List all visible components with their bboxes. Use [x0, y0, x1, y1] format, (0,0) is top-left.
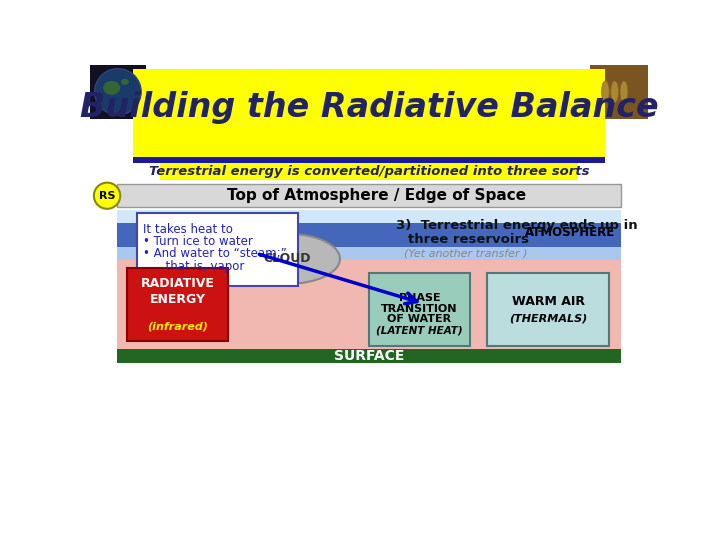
Bar	[132, 157, 606, 164]
Text: TRANSITION: TRANSITION	[381, 303, 458, 314]
Bar	[160, 164, 578, 180]
Ellipse shape	[103, 81, 120, 95]
Text: ATMOSPHERE: ATMOSPHERE	[525, 226, 616, 239]
Text: RS: RS	[99, 191, 115, 201]
Text: (Yet another transfer ): (Yet another transfer )	[404, 248, 527, 258]
Ellipse shape	[611, 81, 618, 103]
FancyBboxPatch shape	[137, 213, 299, 286]
Text: three reservoirs: three reservoirs	[408, 233, 528, 246]
Bar	[132, 69, 606, 157]
Bar	[487, 273, 609, 346]
Text: Terrestrial energy is converted/partitioned into three sorts: Terrestrial energy is converted/partitio…	[149, 165, 589, 178]
Text: PHASE: PHASE	[399, 293, 440, 303]
Bar	[117, 349, 621, 363]
Text: (infrared): (infrared)	[147, 322, 208, 332]
Text: • Turn ice to water: • Turn ice to water	[143, 235, 253, 248]
Ellipse shape	[235, 234, 340, 284]
Text: It takes heat to: It takes heat to	[143, 222, 233, 235]
Text: RADIATIVE
ENERGY: RADIATIVE ENERGY	[140, 278, 215, 307]
Bar	[90, 65, 145, 119]
Text: CLOUD: CLOUD	[264, 252, 311, 265]
Text: 3)  Terrestrial energy ends up in: 3) Terrestrial energy ends up in	[396, 219, 638, 232]
Ellipse shape	[601, 81, 609, 103]
Bar	[117, 247, 621, 260]
Ellipse shape	[620, 81, 628, 103]
Text: OF WATER: OF WATER	[387, 314, 451, 325]
Text: (LATENT HEAT): (LATENT HEAT)	[376, 325, 463, 335]
Bar	[590, 65, 648, 119]
Text: • And water to “steam;”: • And water to “steam;”	[143, 247, 287, 260]
Text: SURFACE: SURFACE	[334, 349, 404, 363]
Bar	[369, 273, 469, 346]
Bar	[127, 268, 228, 341]
Bar	[117, 224, 621, 247]
Bar	[117, 184, 621, 207]
Text: (THERMALS): (THERMALS)	[509, 314, 587, 324]
Ellipse shape	[121, 79, 129, 85]
Circle shape	[94, 183, 120, 209]
Text: Top of Atmosphere / Edge of Space: Top of Atmosphere / Edge of Space	[228, 188, 526, 203]
Circle shape	[94, 69, 141, 115]
Bar	[117, 210, 621, 224]
Text: Building the Radiative Balance: Building the Radiative Balance	[80, 91, 658, 124]
Bar	[117, 260, 621, 349]
Text: WARM AIR: WARM AIR	[511, 295, 585, 308]
Text: that is, vapor: that is, vapor	[143, 260, 244, 273]
